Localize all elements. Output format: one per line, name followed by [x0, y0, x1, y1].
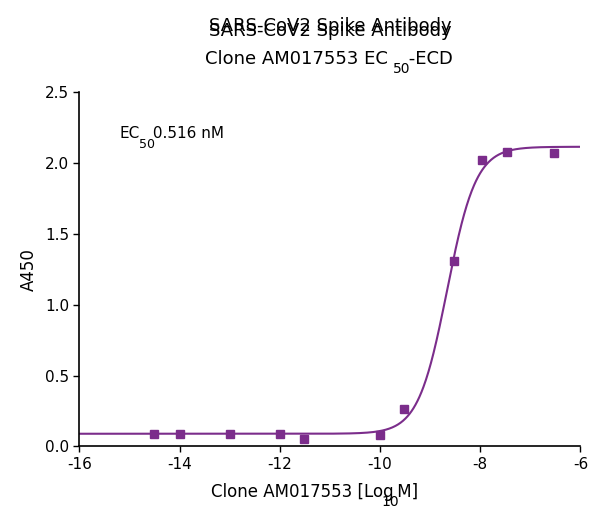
Text: 0.516 nM: 0.516 nM	[148, 126, 224, 142]
Text: M]: M]	[392, 483, 418, 501]
Text: EC: EC	[120, 126, 140, 142]
Text: 10: 10	[381, 495, 399, 509]
Text: 50: 50	[393, 63, 411, 76]
Text: Clone AM017553 [Log: Clone AM017553 [Log	[211, 483, 393, 501]
Y-axis label: A450: A450	[20, 248, 38, 291]
Text: SARS-CoV2 Spike Antibody: SARS-CoV2 Spike Antibody	[208, 17, 452, 35]
Text: Clone AM017553 EC: Clone AM017553 EC	[205, 50, 387, 68]
Text: SARS-CoV2 Spike Antibody: SARS-CoV2 Spike Antibody	[208, 22, 452, 40]
Text: -ECD: -ECD	[403, 50, 453, 68]
Text: 50: 50	[139, 137, 155, 151]
